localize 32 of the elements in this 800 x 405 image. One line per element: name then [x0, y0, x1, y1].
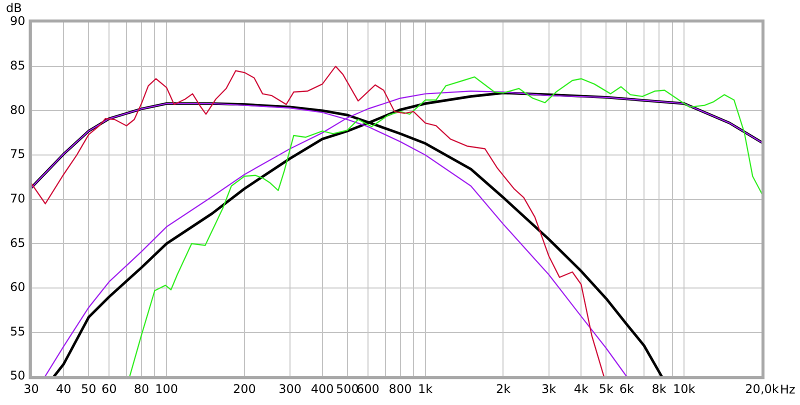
- y-tick-label: 60: [10, 280, 26, 294]
- y-tick-label: 70: [10, 191, 26, 206]
- x-tick-label: 800: [388, 382, 412, 396]
- x-tick-label: 8k: [652, 382, 666, 396]
- x-tick-label: 60: [102, 382, 117, 396]
- x-tick-label: 40: [56, 382, 72, 396]
- y-tick-label: 65: [10, 236, 26, 250]
- y-tick-label: 50: [10, 368, 26, 383]
- x-tick-label: 30: [24, 382, 39, 396]
- x-tick-label: 300: [278, 382, 302, 396]
- y-tick-label: 75: [10, 147, 26, 162]
- x-tick-label: 3k: [542, 382, 556, 396]
- x-tick-label: 4k: [574, 382, 588, 396]
- y-tick-label: 80: [10, 102, 26, 117]
- x-tick-label: 500: [336, 382, 359, 396]
- x-tick-label: 10k: [672, 382, 696, 396]
- x-tick-label: 400: [310, 382, 334, 396]
- y-tick-label: 85: [10, 58, 26, 72]
- x-tick-label: 200: [233, 382, 256, 396]
- x-axis-title: Hz: [780, 382, 796, 397]
- x-tick-label: 100: [155, 382, 178, 396]
- x-tick-label: 50: [81, 382, 96, 396]
- x-tick-label: 80: [134, 382, 150, 396]
- x-tick-label: 600: [356, 382, 380, 396]
- y-tick-label: 55: [10, 324, 26, 338]
- x-tick-label: 6k: [619, 382, 634, 396]
- y-tick-label: 90: [10, 14, 26, 28]
- x-tick-label: 5k: [598, 382, 614, 396]
- x-tick-label: 2k: [496, 382, 511, 396]
- x-tick-label: 20,0k: [745, 382, 779, 396]
- x-tick-label: 1k: [418, 382, 433, 396]
- y-axis-title: dB: [6, 1, 22, 16]
